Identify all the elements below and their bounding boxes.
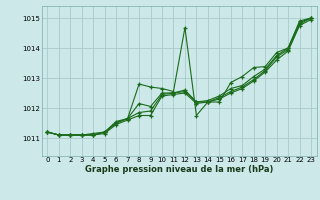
X-axis label: Graphe pression niveau de la mer (hPa): Graphe pression niveau de la mer (hPa)	[85, 165, 273, 174]
